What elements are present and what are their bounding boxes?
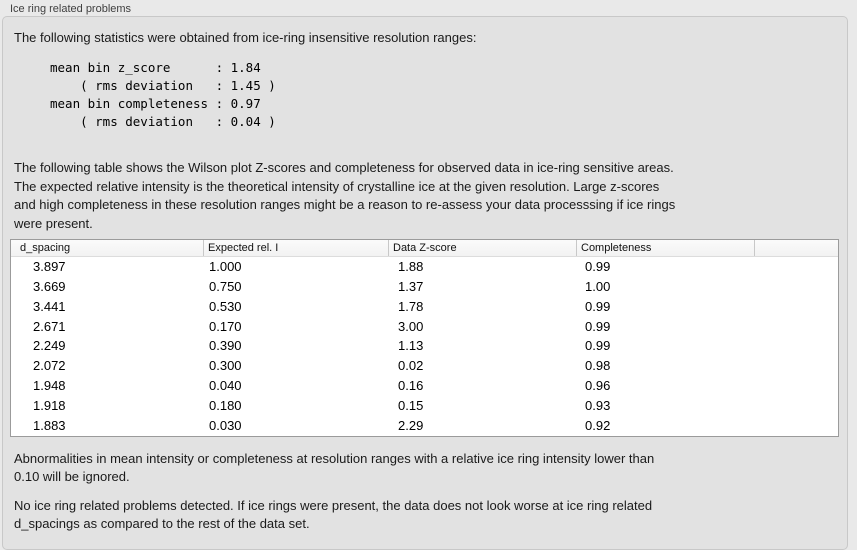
table-cell: 1.00 [585, 279, 611, 295]
table-cell: 0.750 [209, 279, 242, 295]
table-row[interactable]: 3.897 1.000 1.88 0.99 [11, 257, 838, 277]
table-row[interactable]: 3.441 0.530 1.78 0.99 [11, 297, 838, 317]
column-header-data-z-score[interactable]: Data Z-score [388, 240, 576, 256]
table-row[interactable]: 2.249 0.390 1.13 0.99 [11, 336, 838, 356]
conclusion-text: No ice ring related problems detected. I… [14, 498, 653, 531]
table-body: 3.897 1.000 1.88 0.99 3.669 0.750 1.37 1.00 3.44… [11, 257, 838, 436]
table-cell: 1.78 [398, 298, 424, 314]
table-cell: 0.99 [585, 298, 611, 314]
table-cell: 2.072 [33, 358, 66, 374]
table-header-row: d_spacing Expected rel. I Data Z-score C… [11, 240, 838, 257]
table-cell: 0.16 [398, 377, 424, 393]
table-cell: 1.000 [209, 259, 242, 275]
table-cell: 0.92 [585, 417, 611, 433]
column-header-d-spacing[interactable]: d_spacing [20, 242, 71, 254]
table-cell: 0.040 [209, 377, 242, 393]
ice-ring-table[interactable]: d_spacing Expected rel. I Data Z-score C… [10, 239, 839, 437]
table-cell: 2.29 [398, 417, 424, 433]
table-row[interactable]: 1.883 0.030 2.29 0.92 [11, 415, 838, 435]
table-cell: 0.99 [585, 259, 611, 275]
abnormalities-note-text: Abnormalities in mean intensity or compl… [14, 451, 655, 484]
table-row[interactable]: 2.072 0.300 0.02 0.98 [11, 356, 838, 376]
table-cell: 0.180 [209, 397, 242, 413]
table-cell: 0.530 [209, 298, 242, 314]
table-cell: 0.02 [398, 358, 424, 374]
table-row[interactable]: 1.918 0.180 0.15 0.93 [11, 395, 838, 415]
table-row[interactable]: 2.671 0.170 3.00 0.99 [11, 316, 838, 336]
ice-ring-panel: The following statistics were obtained f… [2, 16, 848, 550]
table-cell: 0.98 [585, 358, 611, 374]
table-description-text: The following table shows the Wilson plo… [14, 160, 676, 231]
table-cell: 1.88 [398, 259, 424, 275]
table-cell: 1.918 [33, 397, 66, 413]
groupbox-title: Ice ring related problems [10, 3, 132, 15]
column-header-empty [754, 240, 838, 256]
stats-intro-text: The following statistics were obtained f… [14, 30, 477, 45]
table-cell: 0.99 [585, 338, 611, 354]
table-cell: 0.300 [209, 358, 242, 374]
table-cell: 2.249 [33, 338, 66, 354]
table-cell: 0.170 [209, 318, 242, 334]
column-header-expected-rel-i[interactable]: Expected rel. I [203, 240, 388, 256]
table-cell: 0.390 [209, 338, 242, 354]
table-cell: 0.15 [398, 397, 424, 413]
table-cell: 0.030 [209, 417, 242, 433]
table-cell: 0.99 [585, 318, 611, 334]
stats-monospace-block: mean bin z_score : 1.84 ( rms deviation … [50, 60, 276, 129]
table-row[interactable]: 3.669 0.750 1.37 1.00 [11, 277, 838, 297]
table-cell: 3.669 [33, 279, 66, 295]
table-cell: 1.883 [33, 417, 66, 433]
column-header-completeness[interactable]: Completeness [576, 240, 754, 256]
table-cell: 1.37 [398, 279, 424, 295]
table-cell: 3.897 [33, 259, 66, 275]
table-cell: 1.13 [398, 338, 424, 354]
table-cell: 0.96 [585, 377, 611, 393]
table-row[interactable]: 1.948 0.040 0.16 0.96 [11, 376, 838, 396]
table-cell: 1.948 [33, 377, 66, 393]
table-cell: 3.00 [398, 318, 424, 334]
table-cell: 2.671 [33, 318, 66, 334]
table-cell: 0.93 [585, 397, 611, 413]
table-cell: 3.441 [33, 298, 66, 314]
